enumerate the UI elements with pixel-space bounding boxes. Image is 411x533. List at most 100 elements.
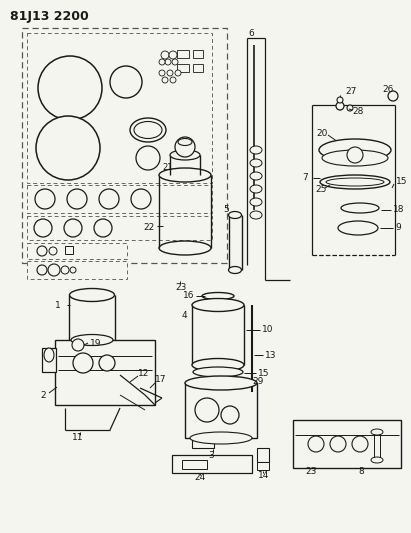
Text: 12: 12 — [138, 368, 149, 377]
Circle shape — [169, 51, 177, 59]
Text: 26: 26 — [382, 85, 393, 94]
Ellipse shape — [319, 139, 391, 161]
Circle shape — [159, 70, 165, 76]
Bar — [27, 216, 212, 240]
Bar — [65, 246, 73, 254]
Text: 7: 7 — [302, 174, 308, 182]
Text: 5: 5 — [223, 206, 229, 214]
Ellipse shape — [190, 432, 252, 444]
Ellipse shape — [178, 139, 192, 146]
Circle shape — [37, 265, 47, 275]
Ellipse shape — [322, 150, 388, 166]
Bar — [27, 185, 212, 213]
Circle shape — [308, 436, 324, 452]
Bar — [27, 261, 127, 279]
Text: 10: 10 — [262, 326, 273, 335]
Ellipse shape — [338, 221, 378, 235]
Text: 15: 15 — [396, 177, 407, 187]
Circle shape — [34, 219, 52, 237]
Circle shape — [352, 436, 368, 452]
Circle shape — [165, 59, 171, 65]
Bar — [42, 348, 56, 372]
Circle shape — [48, 264, 60, 276]
Text: 24: 24 — [194, 473, 205, 482]
Circle shape — [170, 77, 176, 83]
Circle shape — [49, 247, 57, 255]
Bar — [182, 460, 207, 469]
Circle shape — [36, 116, 100, 180]
Text: 6: 6 — [248, 29, 254, 38]
Ellipse shape — [185, 376, 257, 390]
Text: 21: 21 — [162, 164, 173, 173]
Text: 27: 27 — [345, 87, 356, 96]
Circle shape — [221, 406, 239, 424]
Ellipse shape — [320, 175, 390, 189]
Circle shape — [136, 146, 160, 170]
Circle shape — [72, 339, 84, 351]
Ellipse shape — [134, 122, 162, 139]
Bar — [22, 28, 227, 263]
Ellipse shape — [159, 168, 211, 182]
Bar — [185, 383, 257, 438]
Circle shape — [175, 70, 181, 76]
Circle shape — [388, 91, 398, 101]
Circle shape — [337, 97, 343, 103]
Text: 1: 1 — [55, 301, 61, 310]
Circle shape — [99, 189, 119, 209]
Bar — [177, 64, 189, 72]
Circle shape — [38, 56, 102, 120]
Text: 17: 17 — [155, 376, 166, 384]
Text: 81J13 2200: 81J13 2200 — [10, 10, 89, 23]
Text: 23: 23 — [305, 467, 316, 477]
Ellipse shape — [44, 348, 54, 362]
Circle shape — [73, 353, 93, 373]
Circle shape — [347, 105, 353, 111]
Ellipse shape — [192, 298, 244, 311]
Text: 4: 4 — [182, 311, 188, 319]
Ellipse shape — [326, 178, 384, 186]
Bar — [27, 33, 212, 183]
Text: 11: 11 — [72, 433, 83, 442]
Ellipse shape — [250, 146, 262, 154]
Circle shape — [70, 267, 76, 273]
Ellipse shape — [371, 457, 383, 463]
Text: 23: 23 — [175, 282, 186, 292]
Circle shape — [67, 189, 87, 209]
Circle shape — [61, 266, 69, 274]
Bar — [55, 340, 155, 405]
Bar — [27, 243, 127, 259]
Ellipse shape — [371, 429, 383, 435]
Text: 13: 13 — [265, 351, 277, 359]
Text: 20: 20 — [316, 128, 328, 138]
Text: 18: 18 — [393, 206, 404, 214]
Circle shape — [161, 51, 169, 59]
Text: 8: 8 — [358, 467, 364, 477]
Bar — [192, 440, 214, 448]
Ellipse shape — [192, 359, 244, 372]
Text: 22: 22 — [143, 223, 154, 232]
Ellipse shape — [193, 367, 243, 377]
Bar — [193, 64, 203, 72]
Text: 25: 25 — [315, 185, 326, 195]
Text: 2: 2 — [40, 391, 46, 400]
Text: 16: 16 — [183, 292, 194, 301]
Bar — [177, 50, 189, 58]
Ellipse shape — [159, 241, 211, 255]
Circle shape — [37, 246, 47, 256]
Ellipse shape — [250, 198, 262, 206]
Ellipse shape — [69, 288, 115, 302]
Circle shape — [167, 70, 173, 76]
Text: 15: 15 — [258, 368, 270, 377]
Ellipse shape — [250, 172, 262, 180]
Text: 19: 19 — [90, 338, 102, 348]
Text: 3: 3 — [208, 450, 214, 459]
Bar — [172, 455, 252, 473]
Ellipse shape — [229, 212, 242, 219]
Bar — [193, 50, 203, 58]
Circle shape — [336, 102, 344, 110]
Text: 14: 14 — [258, 472, 269, 481]
Ellipse shape — [71, 335, 113, 345]
Ellipse shape — [250, 185, 262, 193]
Ellipse shape — [229, 266, 242, 273]
Ellipse shape — [170, 150, 200, 160]
